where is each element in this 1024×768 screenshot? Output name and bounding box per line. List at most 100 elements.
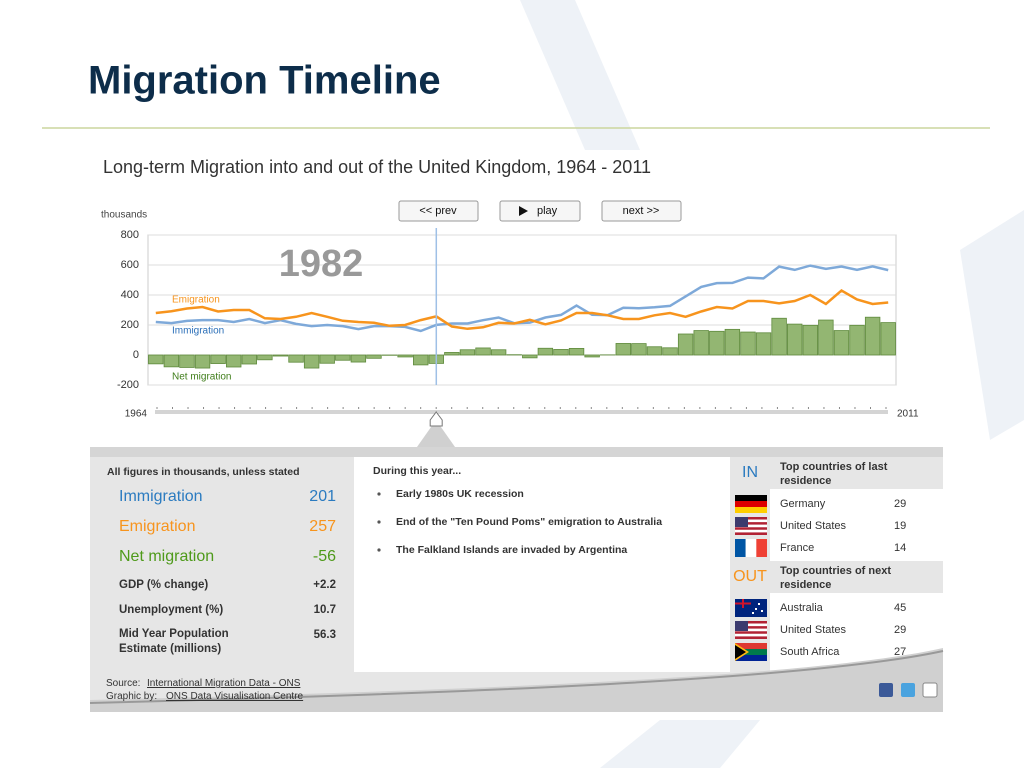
y-tick-label: 400 (121, 289, 139, 301)
flag-stripe (735, 501, 767, 507)
bar (272, 354, 289, 357)
graphic-link-box: ONS Data Visualisation Centre (166, 691, 304, 702)
bar (693, 330, 709, 356)
bar (584, 354, 600, 358)
y-tick-label: 600 (121, 259, 139, 271)
bar (787, 323, 803, 356)
slider-handle[interactable] (429, 411, 443, 427)
flag-band (735, 650, 767, 654)
flag-stripe (735, 633, 767, 637)
panel-note: All figures in thousands, unless stated (107, 466, 300, 478)
button-label[interactable]: play (537, 205, 558, 217)
bar (818, 319, 834, 356)
event: Early 1980s UK recession (396, 488, 524, 500)
bar (444, 352, 460, 356)
flag-stripe (735, 628, 767, 632)
stat-value: 56.3 (314, 629, 336, 641)
bar (740, 331, 756, 356)
flag-stripe (735, 623, 767, 627)
flag-canton (735, 517, 748, 527)
bullet (377, 520, 381, 524)
bar (413, 354, 429, 366)
countries-title-box: Top countries of next residence (780, 565, 892, 591)
bar (490, 349, 507, 356)
button-box[interactable] (601, 200, 682, 222)
stat-value: +2.2 (313, 579, 336, 591)
play-button[interactable]: play (499, 200, 581, 222)
button-label[interactable]: next >> (623, 205, 660, 217)
bar (350, 354, 367, 363)
flag-cross (735, 599, 751, 608)
facebook-icon[interactable] (879, 683, 893, 697)
bar (335, 354, 351, 361)
country-value: 29 (894, 498, 906, 510)
bar (631, 343, 647, 356)
slider-end: 2011 (897, 409, 919, 420)
countries-title: Top countries of next residence (780, 565, 892, 591)
decor (600, 720, 760, 768)
flag-stripe (735, 529, 767, 533)
event: End of the "Ten Pound Poms" emigration t… (396, 516, 662, 528)
fullscreen-icon[interactable] (922, 682, 938, 698)
bar (475, 347, 491, 356)
source-link-box: International Migration Data - ONS (147, 678, 301, 689)
bar (288, 354, 304, 363)
graphic-link[interactable]: ONS Data Visualisation Centre (166, 691, 304, 702)
bar (210, 354, 226, 364)
bar (241, 354, 257, 365)
bar (366, 354, 382, 359)
direction-tag: IN (742, 464, 758, 481)
play-icon[interactable] (519, 206, 528, 216)
bar (568, 347, 585, 356)
countries-title-box: Top countries of last residence (780, 461, 888, 487)
stat-label: Unemployment (%) (119, 604, 223, 616)
bullet (377, 548, 381, 552)
country-value: 27 (894, 646, 906, 658)
stat-value: 201 (309, 488, 336, 505)
stats-column (90, 457, 354, 672)
pointer-cone (417, 420, 455, 447)
country-name: United States (780, 624, 847, 636)
bar (148, 354, 164, 365)
source-link[interactable]: International Migration Data - ONS (147, 678, 301, 689)
flag-stripe (735, 507, 767, 513)
twitter-icon[interactable] (901, 683, 915, 697)
out-header (730, 561, 943, 593)
flag-stripe (735, 524, 767, 528)
countries-title: Top countries of last residence (780, 461, 888, 487)
bar (459, 349, 476, 356)
flag-stripe (735, 532, 767, 535)
stat-label: GDP (% change) (119, 579, 208, 591)
series-label: Immigration (172, 326, 224, 337)
event: The Falkland Islands are invaded by Arge… (396, 544, 627, 556)
flag-stripe (735, 631, 767, 634)
flag-stripe (735, 517, 767, 520)
stat-value: 10.7 (314, 604, 336, 616)
series-label: Net migration (172, 372, 231, 383)
next-button[interactable]: next >> (601, 200, 682, 222)
source: Source: (106, 678, 141, 689)
country-name: South Africa (780, 646, 840, 658)
stat-value: 257 (309, 518, 336, 535)
bar (303, 354, 320, 369)
flag-stripe (735, 522, 767, 525)
country-name: Germany (780, 498, 826, 510)
country-name: Australia (780, 602, 824, 614)
country-name: France (780, 542, 814, 554)
bar (724, 328, 741, 356)
country-value: 14 (894, 542, 906, 554)
button-box[interactable] (398, 200, 479, 222)
slider-start: 1964 (125, 409, 148, 420)
stat-label: Emigration (119, 518, 195, 535)
button-box[interactable] (499, 200, 581, 222)
bar (615, 343, 631, 356)
stat-label: Mid Year Population Estimate (millions) (119, 628, 229, 655)
prev-button[interactable]: << prev (398, 200, 479, 222)
chart-title: Long-term Migration into and out of the … (103, 157, 651, 177)
bar (397, 354, 413, 358)
events-title: During this year... (373, 465, 461, 477)
flag-stars (752, 603, 763, 614)
button-label[interactable]: << prev (419, 205, 457, 217)
